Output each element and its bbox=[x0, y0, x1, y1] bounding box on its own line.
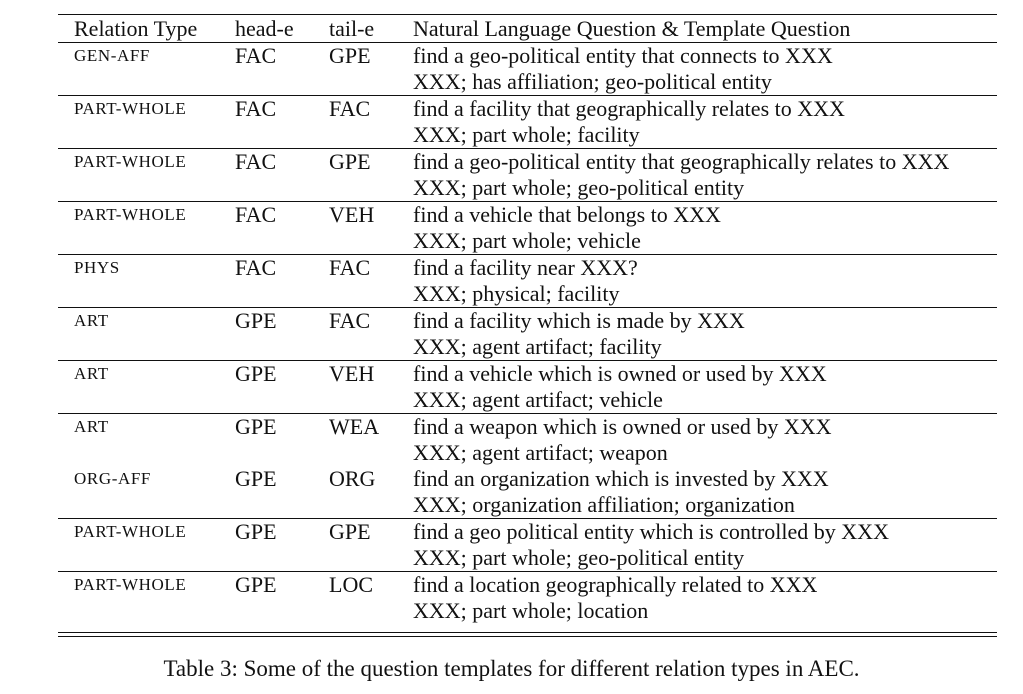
table-row: PART-WHOLE FAC GPE find a geo-political … bbox=[58, 149, 997, 202]
table-bottom-double-rule bbox=[58, 632, 997, 637]
natural-language-question: find a geo political entity which is con… bbox=[413, 519, 889, 544]
relation-type-cell: ART bbox=[74, 417, 109, 436]
table-row: ART GPE FAC find a facility which is mad… bbox=[58, 308, 997, 361]
natural-language-question: find a geo-political entity that connect… bbox=[413, 43, 833, 68]
head-e-cell: FAC bbox=[235, 149, 277, 174]
tail-e-cell: VEH bbox=[329, 361, 375, 386]
header-tail-e: tail-e bbox=[329, 16, 375, 41]
template-question: XXX; part whole; geo-political entity bbox=[413, 545, 745, 570]
tail-e-cell: WEA bbox=[329, 414, 380, 439]
tail-e-cell: FAC bbox=[329, 96, 371, 121]
header-question: Natural Language Question & Template Que… bbox=[413, 16, 851, 41]
natural-language-question: find a geo-political entity that geograp… bbox=[413, 149, 950, 174]
head-e-cell: GPE bbox=[235, 466, 277, 491]
tail-e-cell: LOC bbox=[329, 572, 373, 597]
table-row: PHYS FAC FAC find a facility near XXX? X… bbox=[58, 255, 997, 308]
head-e-cell: GPE bbox=[235, 519, 277, 544]
header-head-e: head-e bbox=[235, 16, 294, 41]
template-question: XXX; part whole; vehicle bbox=[413, 228, 641, 253]
relation-type-cell: PART-WHOLE bbox=[74, 522, 187, 541]
relation-type-cell: GEN-AFF bbox=[74, 46, 150, 65]
table-header-row: Relation Type head-e tail-e Natural Lang… bbox=[58, 15, 997, 43]
template-question: XXX; organization affiliation; organizat… bbox=[413, 492, 795, 517]
tail-e-cell: VEH bbox=[329, 202, 375, 227]
relation-type-cell: PART-WHOLE bbox=[74, 99, 187, 118]
natural-language-question: find a facility that geographically rela… bbox=[413, 96, 845, 121]
template-question: XXX; physical; facility bbox=[413, 281, 620, 306]
template-question: XXX; agent artifact; facility bbox=[413, 334, 662, 359]
head-e-cell: FAC bbox=[235, 43, 277, 68]
table-top-rule bbox=[58, 14, 997, 15]
tail-e-cell: FAC bbox=[329, 255, 371, 280]
template-question: XXX; agent artifact; weapon bbox=[413, 440, 668, 465]
tail-e-cell: ORG bbox=[329, 466, 376, 491]
tail-e-cell: GPE bbox=[329, 149, 371, 174]
relation-type-cell: PART-WHOLE bbox=[74, 205, 187, 224]
natural-language-question: find a vehicle which is owned or used by… bbox=[413, 361, 827, 386]
relation-type-cell: PART-WHOLE bbox=[74, 575, 187, 594]
table-row: PART-WHOLE FAC FAC find a facility that … bbox=[58, 96, 997, 149]
natural-language-question: find a vehicle that belongs to XXX bbox=[413, 202, 721, 227]
table-row: ORG-AFF GPE ORG find an organization whi… bbox=[58, 466, 997, 519]
tail-e-cell: FAC bbox=[329, 308, 371, 333]
head-e-cell: GPE bbox=[235, 361, 277, 386]
natural-language-question: find a weapon which is owned or used by … bbox=[413, 414, 832, 439]
header-relation-type: Relation Type bbox=[74, 16, 198, 41]
question-templates-table: Relation Type head-e tail-e Natural Lang… bbox=[58, 14, 997, 637]
natural-language-question: find a location geographically related t… bbox=[413, 572, 818, 597]
head-e-cell: FAC bbox=[235, 202, 277, 227]
head-e-cell: FAC bbox=[235, 96, 277, 121]
table-row: PART-WHOLE GPE GPE find a geo political … bbox=[58, 519, 997, 572]
template-question: XXX; part whole; location bbox=[413, 598, 649, 623]
head-e-cell: GPE bbox=[235, 414, 277, 439]
table-row: ART GPE WEA find a weapon which is owned… bbox=[58, 414, 997, 466]
natural-language-question: find a facility which is made by XXX bbox=[413, 308, 745, 333]
natural-language-question: find an organization which is invested b… bbox=[413, 466, 829, 491]
relation-type-cell: ART bbox=[74, 364, 109, 383]
relation-type-cell: ART bbox=[74, 311, 109, 330]
table-caption: Table 3: Some of the question templates … bbox=[163, 656, 860, 681]
template-question: XXX; part whole; geo-political entity bbox=[413, 175, 745, 200]
natural-language-question: find a facility near XXX? bbox=[413, 255, 638, 280]
head-e-cell: GPE bbox=[235, 308, 277, 333]
template-question: XXX; agent artifact; vehicle bbox=[413, 387, 663, 412]
table-row: PART-WHOLE GPE LOC find a location geogr… bbox=[58, 572, 997, 624]
table-row: PART-WHOLE FAC VEH find a vehicle that b… bbox=[58, 202, 997, 255]
template-question: XXX; has affiliation; geo-political enti… bbox=[413, 69, 772, 94]
head-e-cell: GPE bbox=[235, 572, 277, 597]
relation-type-cell: PHYS bbox=[74, 258, 120, 277]
head-e-cell: FAC bbox=[235, 255, 277, 280]
tail-e-cell: GPE bbox=[329, 519, 371, 544]
tail-e-cell: GPE bbox=[329, 43, 371, 68]
relation-type-cell: ORG-AFF bbox=[74, 469, 151, 488]
table-row: ART GPE VEH find a vehicle which is owne… bbox=[58, 361, 997, 414]
relation-type-cell: PART-WHOLE bbox=[74, 152, 187, 171]
template-question: XXX; part whole; facility bbox=[413, 122, 640, 147]
table-row: GEN-AFF FAC GPE find a geo-political ent… bbox=[58, 43, 997, 96]
